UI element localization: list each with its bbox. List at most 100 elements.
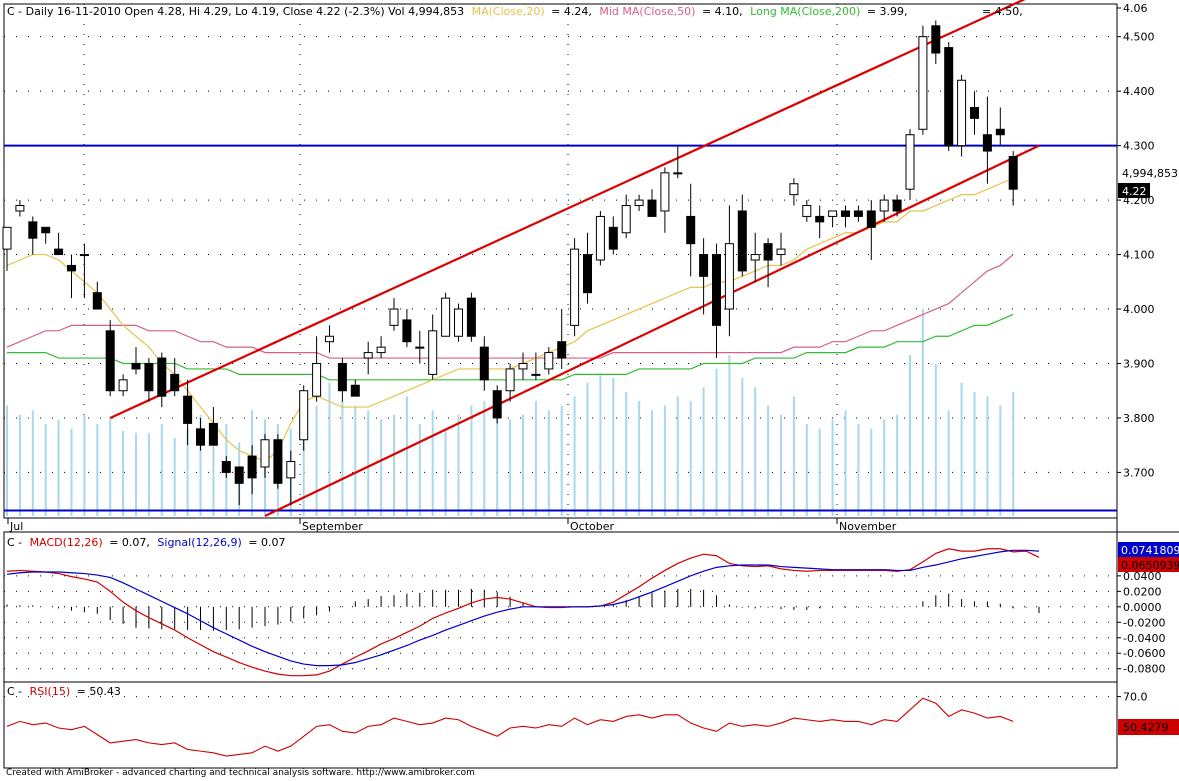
macd-tick-label: 0.0400 — [1123, 570, 1162, 583]
volume-bar — [767, 405, 770, 516]
channel-lower-line — [264, 144, 1040, 517]
candlestick — [931, 20, 941, 64]
rsi-polyline — [6, 697, 1014, 757]
macd-grid — [4, 575, 1117, 670]
candlestick — [118, 374, 128, 397]
price-tick-label: 3.800 — [1123, 412, 1155, 425]
candle-body — [828, 210, 838, 217]
candlestick — [879, 194, 889, 222]
candle-body — [79, 254, 89, 257]
candle-body — [892, 199, 902, 212]
candlestick — [828, 210, 838, 228]
date-tick-label: November — [839, 520, 897, 533]
price-tick-label: 3.700 — [1123, 466, 1155, 479]
signal-badge-text: 0.0650939 — [1121, 559, 1179, 572]
volume-bar — [973, 391, 976, 516]
candlestick — [389, 298, 399, 331]
ma20-value: = 4.24, — [551, 5, 592, 18]
candlestick — [673, 145, 683, 179]
candle-body — [41, 226, 51, 234]
candlestick — [853, 205, 863, 222]
candle-body — [131, 362, 141, 370]
candlestick — [686, 183, 696, 277]
candlestick — [131, 347, 141, 375]
candle-body — [105, 330, 115, 392]
candle-body — [918, 36, 928, 130]
volume-bar — [122, 430, 125, 516]
candle-body — [699, 254, 709, 277]
candle-body — [957, 79, 967, 147]
candle-body — [931, 25, 941, 54]
volume-bar — [173, 437, 176, 516]
rsi-panel-frame — [3, 681, 1118, 769]
price-axis: 4.064.5004.4004.3004.2004.1004.0003.9003… — [1117, 2, 1155, 479]
volume-bar — [909, 355, 911, 516]
volume-badge: 4,994,853 — [1118, 166, 1179, 180]
signal-value: = 0.07 — [248, 536, 285, 549]
volume-bar — [160, 424, 163, 516]
candle-body — [634, 199, 644, 207]
candle-body — [286, 461, 296, 479]
volume-bar — [625, 391, 628, 516]
candle-body — [144, 362, 154, 392]
macd-histogram — [6, 589, 1040, 631]
price-tick-label: 4.100 — [1123, 249, 1155, 262]
candle-body — [647, 199, 657, 217]
candlestick — [802, 200, 812, 222]
volume-bar — [31, 410, 34, 516]
ma50-value: = 4.10, — [702, 5, 743, 18]
candlestick — [763, 238, 773, 288]
candlestick — [944, 42, 954, 152]
candle-body — [608, 226, 618, 250]
volume-bar — [57, 419, 60, 516]
macd-label: MACD(12,26) — [30, 536, 103, 549]
candle-body — [905, 134, 915, 190]
candlestick — [67, 254, 76, 299]
candlestick — [325, 325, 334, 353]
candle-body — [595, 215, 605, 261]
candlestick — [737, 194, 747, 277]
candlestick — [841, 205, 850, 228]
candlestick — [505, 363, 515, 402]
candle-body — [273, 439, 283, 484]
footer-credit: Created with AmiBroker - advanced charti… — [6, 768, 475, 778]
volume-bar — [805, 424, 808, 516]
candlestick — [234, 466, 244, 506]
candle-body — [686, 215, 696, 245]
volume-bar — [457, 414, 460, 516]
price-tick-label: 3.900 — [1123, 357, 1155, 370]
channel-upper-line — [109, 0, 1026, 419]
volume-bar — [354, 405, 357, 516]
price-tick-label: 4.500 — [1123, 31, 1155, 44]
candle-body — [879, 199, 889, 212]
price-tick-label: 4.300 — [1123, 140, 1155, 153]
candle-body — [570, 248, 580, 326]
candle-body — [763, 243, 773, 261]
volume-bar — [393, 414, 395, 516]
candle-body — [325, 335, 334, 343]
candlestick — [660, 167, 670, 233]
volume-bar — [754, 387, 757, 516]
candlestick — [712, 243, 721, 359]
date-axis: Jul September October November — [4, 517, 1117, 533]
candlestick — [918, 25, 928, 135]
volume-bar — [147, 433, 150, 516]
macd-lines — [6, 548, 1040, 677]
candlestick — [376, 336, 386, 359]
channel-lines — [109, 0, 1040, 517]
candle-body — [415, 346, 425, 349]
candlestick — [544, 347, 554, 375]
volume-bar — [663, 405, 666, 516]
rsi-axis: 70.0 — [1117, 691, 1148, 704]
candle-body — [750, 254, 760, 261]
candlestick — [208, 407, 218, 446]
rsi-value: = 50.43 — [77, 685, 121, 698]
candlestick — [892, 194, 902, 217]
candlestick — [995, 107, 1005, 146]
candlestick — [583, 232, 592, 304]
candlestick — [441, 292, 451, 337]
volume-bar — [780, 414, 782, 516]
price-tick-label: 4.400 — [1123, 85, 1155, 98]
candlestick — [299, 385, 309, 451]
volume-bar — [638, 401, 641, 516]
